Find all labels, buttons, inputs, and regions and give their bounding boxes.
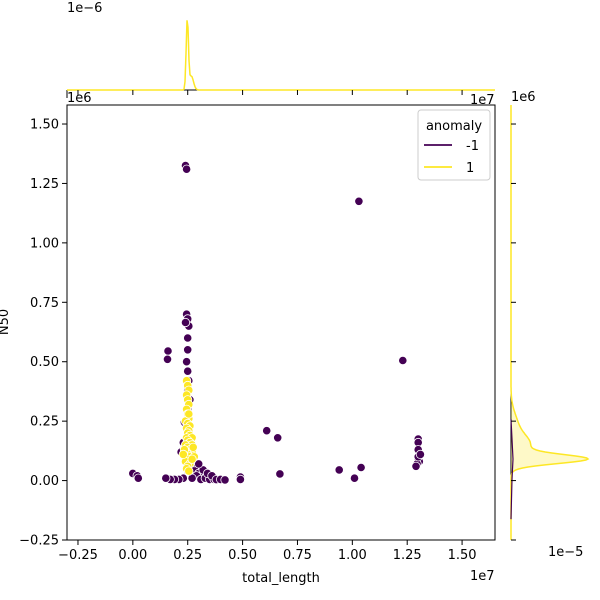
right-marginal-x-multiplier: 1e−5 (548, 545, 583, 560)
y-tick-label: 0.75 (30, 296, 59, 311)
anomaly-point (235, 474, 245, 484)
normal-point (188, 442, 198, 452)
anomaly-point (398, 355, 408, 366)
normal-point (184, 409, 194, 419)
x-axis-multiplier-top: 1e7 (470, 93, 495, 108)
y-tick-label: 1.25 (30, 177, 59, 192)
right-marginal-multiplier: 1e6 (511, 90, 536, 105)
plot-frame (66, 104, 496, 541)
legend: anomaly -1 1 (417, 109, 491, 181)
legend-title: anomaly (426, 119, 482, 134)
anomaly-point (133, 473, 143, 483)
anomaly-point (354, 196, 364, 206)
anomaly-point (334, 465, 344, 475)
anomaly-point (183, 345, 193, 355)
x-tick-label: 1.25 (393, 548, 422, 563)
anomaly-point (415, 449, 425, 459)
x-tick-label: 0.75 (283, 548, 312, 563)
right-marginal-density-fill (511, 105, 588, 540)
right-marginal-density (510, 105, 590, 540)
anomaly-point (162, 354, 173, 364)
y-axis-label: N50 (0, 309, 12, 335)
x-tick-label: 0.50 (228, 548, 257, 563)
anomaly-point (180, 317, 191, 328)
y-tick-label: 0.50 (30, 355, 59, 370)
normal-point (187, 454, 197, 464)
anomaly-point (411, 461, 421, 471)
normal-point (184, 466, 194, 476)
y-axis-multiplier: 1e6 (67, 91, 92, 106)
top-marginal-density (67, 20, 495, 91)
anomaly-point (182, 164, 192, 174)
x-tick-label: 1.00 (338, 548, 367, 563)
y-tick-label: 0.00 (30, 474, 59, 489)
legend-box (417, 109, 491, 181)
right-marginal-ticks (511, 123, 516, 541)
x-tick-label: −0.25 (58, 548, 98, 563)
normal-point (178, 449, 188, 459)
anomaly-point (182, 357, 192, 367)
anomaly-point (349, 473, 360, 483)
top-marginal-multiplier: 1e−6 (67, 1, 102, 16)
legend-label-pos: 1 (466, 161, 474, 176)
main-plot: −0.25 0.00 0.25 0.50 0.75 1.00 1.25 1.50 −0.25 0… (0, 90, 496, 586)
y-tick-label: 1.00 (30, 236, 59, 251)
scatter-points (128, 161, 425, 485)
anomaly-point (194, 459, 204, 469)
x-tick-label: 1.50 (448, 548, 477, 563)
anomaly-point (163, 346, 173, 356)
anomaly-point (273, 433, 283, 443)
anomaly-point (161, 473, 171, 483)
y-tick-label: −0.25 (19, 534, 59, 549)
x-tick-label: 0.25 (173, 548, 202, 563)
legend-label-neg: -1 (466, 139, 479, 154)
anomaly-point (220, 475, 230, 485)
anomaly-point (356, 462, 366, 473)
right-marginal-density-anomaly (510, 419, 514, 520)
x-tick-label: 0.00 (118, 548, 147, 563)
x-axis-label: total_length (242, 571, 320, 586)
x-axis-multiplier: 1e7 (470, 569, 495, 584)
x-axis-ticks: −0.25 0.00 0.25 0.50 0.75 1.00 1.25 1.50 (58, 90, 477, 563)
y-tick-label: 0.25 (30, 415, 59, 430)
right-marginal-panel: 1e6 1e−5 (510, 90, 590, 560)
anomaly-point (183, 366, 193, 376)
top-marginal-panel: 1e−6 (66, 1, 495, 98)
y-tick-label: 1.50 (30, 118, 59, 133)
anomaly-point (275, 469, 285, 479)
y-axis-ticks: −0.25 0.00 0.25 0.50 0.75 1.00 1.25 1.50 (19, 118, 67, 549)
anomaly-point (262, 426, 272, 436)
anomaly-point (183, 333, 193, 343)
